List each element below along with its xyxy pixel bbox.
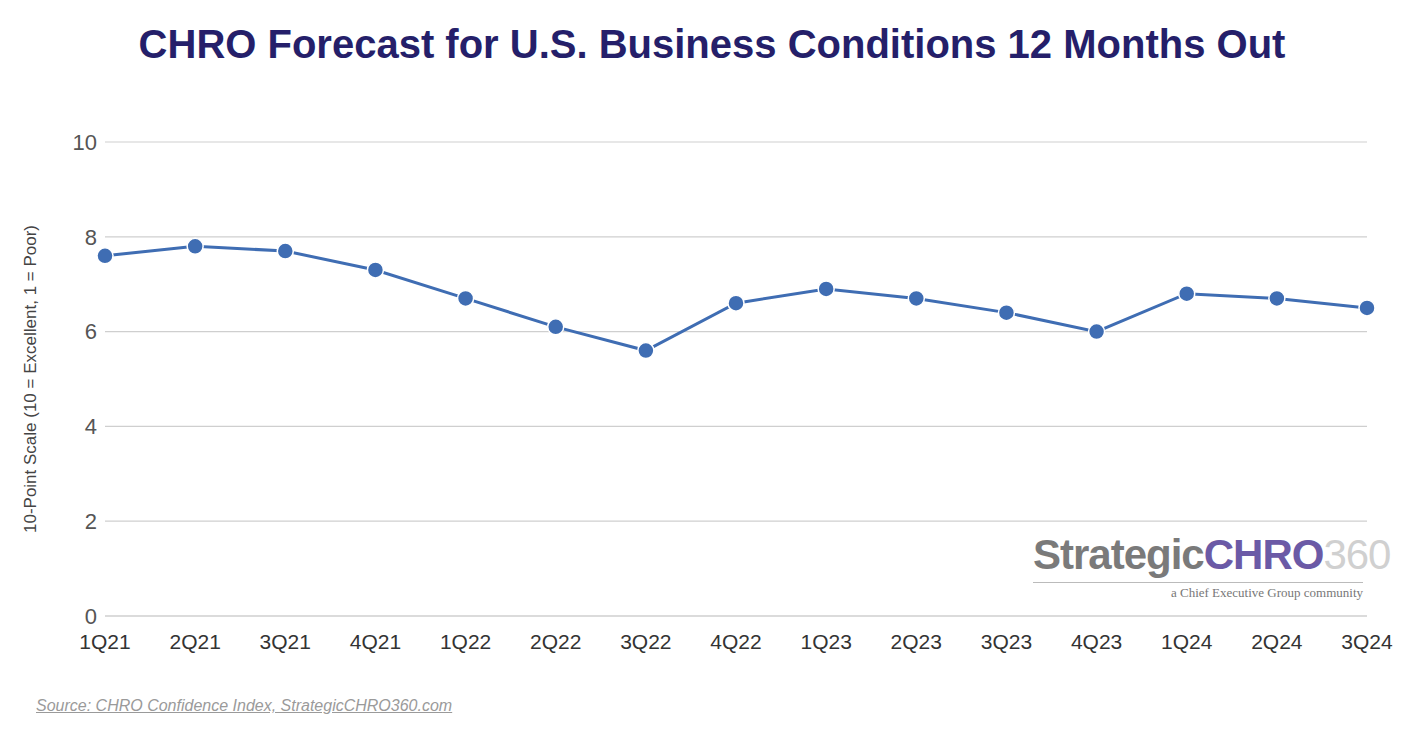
svg-text:3Q21: 3Q21: [260, 630, 311, 653]
svg-text:8: 8: [85, 225, 97, 250]
svg-text:10-Point Scale (10 = Excellent: 10-Point Scale (10 = Excellent, 1 = Poor…: [21, 225, 40, 533]
svg-text:2Q22: 2Q22: [530, 630, 581, 653]
svg-text:1Q21: 1Q21: [79, 630, 130, 653]
svg-text:3Q24: 3Q24: [1341, 630, 1393, 653]
svg-text:2Q21: 2Q21: [169, 630, 220, 653]
svg-text:0: 0: [85, 604, 97, 629]
html-text:Strategic CHRO 360: Strategic CHRO 360: [1033, 531, 1391, 578]
svg-text:3Q22: 3Q22: [620, 630, 671, 653]
html-text:Source: CHRO Confidence Index,: Source: CHRO Confidence Index, Strategic…: [36, 697, 453, 714]
svg-text:4: 4: [85, 414, 97, 439]
html-text:a Chief Executive Group commun: a Chief Executive Group community: [1170, 585, 1363, 600]
svg-text:1Q24: 1Q24: [1161, 630, 1213, 653]
svg-text:4Q23: 4Q23: [1071, 630, 1122, 653]
html-text:CHRO Forecast for U.S. Busines: CHRO Forecast for U.S. Business Conditio…: [138, 22, 1286, 66]
svg-text:1Q22: 1Q22: [440, 630, 491, 653]
svg-text:2Q24: 2Q24: [1251, 630, 1303, 653]
svg-text:1Q23: 1Q23: [800, 630, 851, 653]
svg-text:3Q23: 3Q23: [981, 630, 1032, 653]
svg-text:6: 6: [85, 319, 97, 344]
svg-text:2Q23: 2Q23: [891, 630, 942, 653]
svg-text:10: 10: [73, 130, 97, 155]
svg-text:2: 2: [85, 509, 97, 534]
svg-text:4Q21: 4Q21: [350, 630, 401, 653]
svg-text:4Q22: 4Q22: [710, 630, 761, 653]
